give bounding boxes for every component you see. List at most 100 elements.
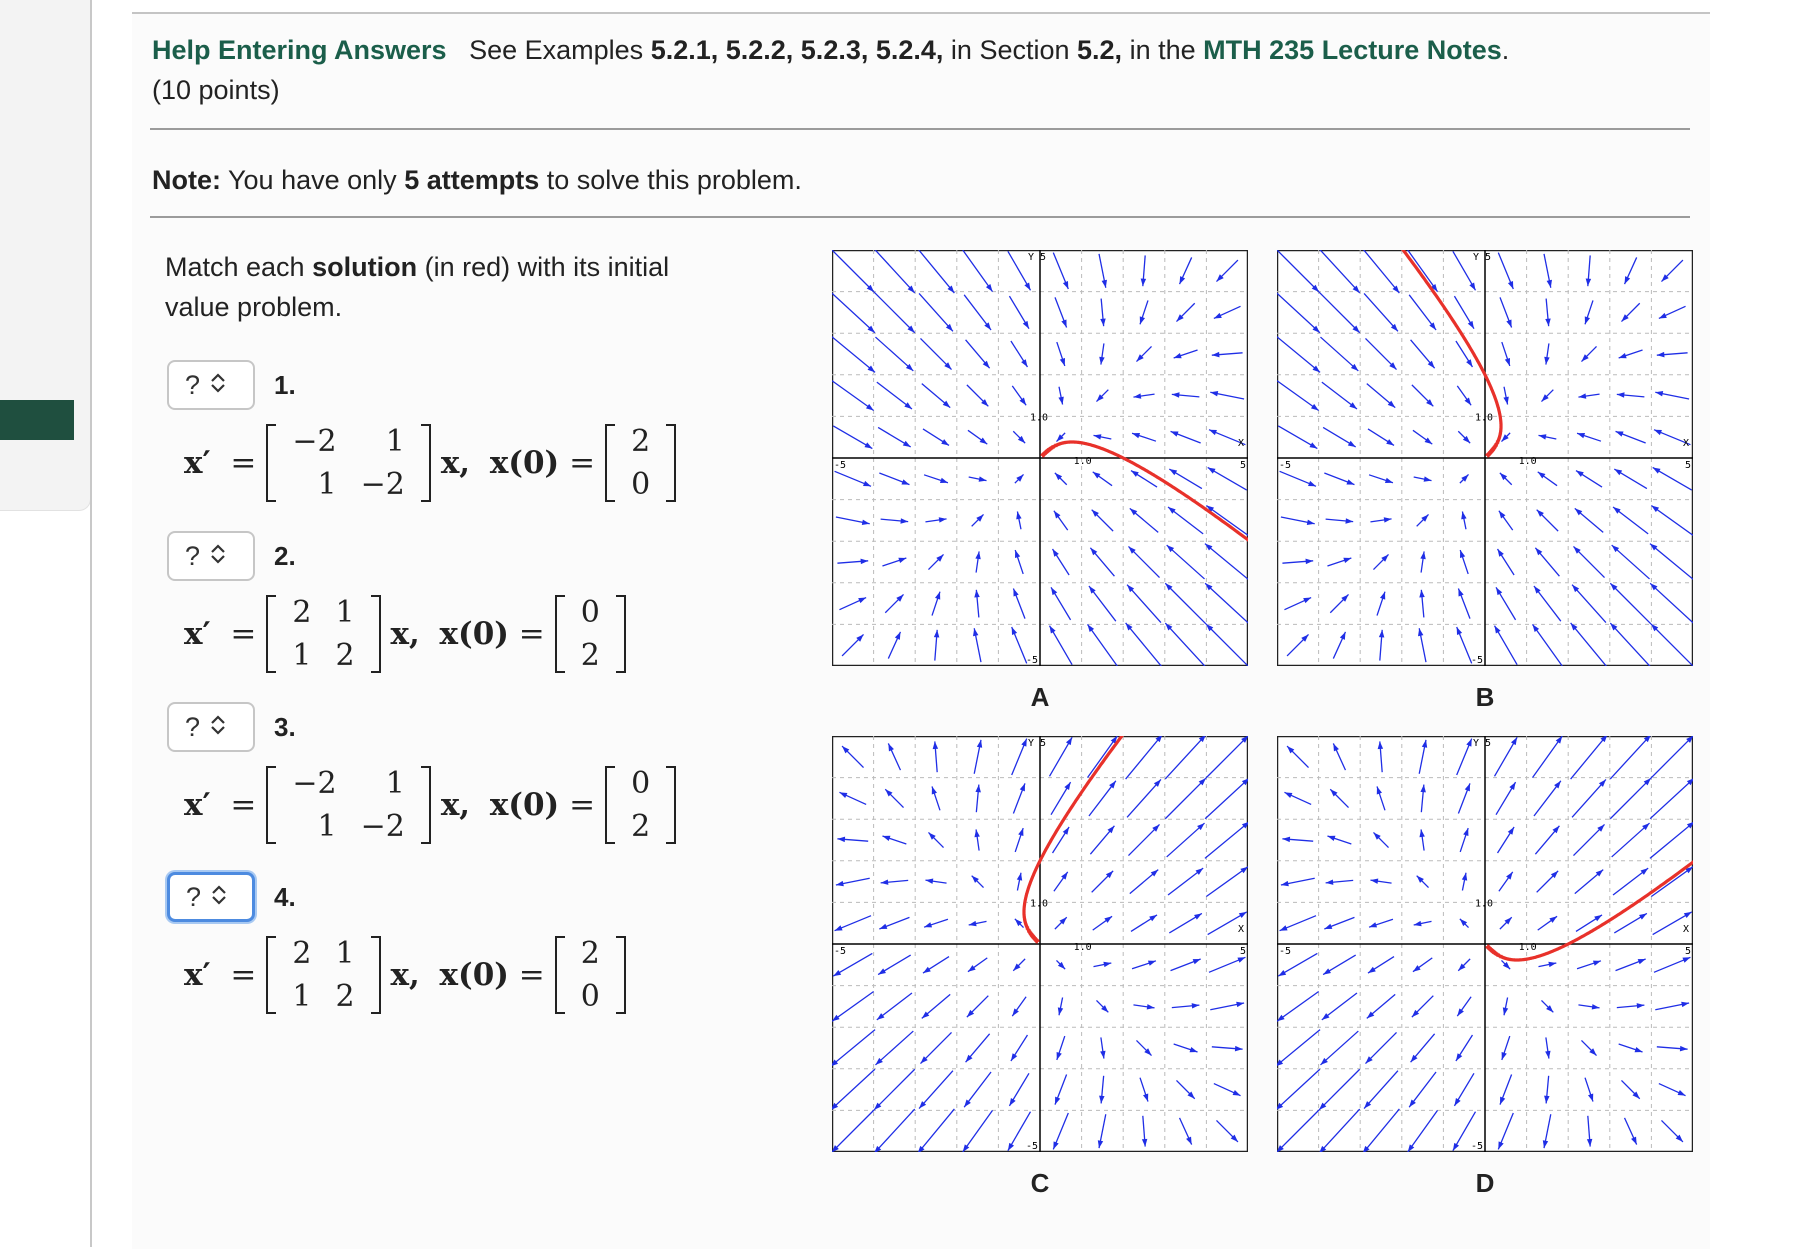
direction-arrow bbox=[1320, 336, 1359, 372]
arrowhead bbox=[1507, 826, 1515, 835]
x-at-zero: x(0) bbox=[489, 445, 560, 481]
arrowhead bbox=[1341, 594, 1349, 602]
arrowhead bbox=[1308, 480, 1317, 487]
arrowhead bbox=[902, 440, 911, 447]
arrowhead bbox=[1149, 914, 1158, 922]
arrowhead bbox=[1107, 825, 1115, 834]
arrowhead bbox=[1241, 735, 1249, 743]
arrowhead bbox=[1323, 968, 1331, 975]
direction-arrow bbox=[1609, 777, 1652, 820]
question-number: 1. bbox=[274, 370, 296, 400]
direction-arrow bbox=[1650, 504, 1694, 536]
arrowhead bbox=[866, 284, 875, 293]
arrowhead bbox=[1140, 278, 1147, 287]
arrowhead bbox=[1416, 875, 1424, 883]
answer-select-1[interactable]: ? bbox=[167, 360, 255, 410]
vector-cell: 0 bbox=[631, 766, 651, 801]
arrowhead bbox=[962, 1144, 970, 1153]
arrowhead bbox=[1509, 782, 1516, 790]
arrowhead bbox=[1049, 625, 1056, 634]
arrowhead bbox=[1459, 550, 1466, 559]
arrowhead bbox=[922, 966, 931, 974]
arrowhead bbox=[1549, 916, 1558, 923]
direction-arrow bbox=[1362, 1108, 1400, 1154]
arrowhead bbox=[1597, 824, 1605, 832]
x-axis-label: X bbox=[1238, 438, 1244, 449]
x-max-label: 5 bbox=[1240, 460, 1246, 471]
direction-arrow bbox=[1452, 250, 1477, 291]
arrowhead bbox=[1013, 963, 1021, 971]
direction-arrow bbox=[1276, 1109, 1320, 1153]
arrowhead bbox=[1169, 469, 1178, 476]
arrowhead bbox=[1686, 735, 1694, 743]
direction-arrow bbox=[1276, 990, 1320, 1022]
direction-arrow bbox=[1164, 622, 1207, 668]
arrowhead bbox=[1090, 547, 1098, 556]
arrowhead bbox=[1062, 826, 1070, 835]
problem-header: Help Entering Answers See Examples 5.2.1… bbox=[152, 31, 1509, 69]
arrowhead bbox=[984, 322, 992, 330]
direction-arrow bbox=[832, 952, 873, 977]
arrowhead bbox=[1096, 394, 1104, 402]
direction-arrow bbox=[917, 1108, 955, 1154]
arrowhead bbox=[1424, 437, 1433, 445]
arrowhead bbox=[1632, 1091, 1640, 1099]
arrowhead bbox=[1058, 396, 1064, 405]
x-vector: x, bbox=[440, 445, 471, 481]
arrowhead bbox=[1350, 363, 1359, 371]
arrowhead bbox=[1019, 397, 1027, 406]
arrowhead bbox=[1275, 1059, 1284, 1067]
direction-arrow bbox=[1452, 1111, 1477, 1152]
lecture-notes-link[interactable]: MTH 235 Lecture Notes bbox=[1203, 35, 1502, 65]
arrowhead bbox=[1016, 872, 1023, 881]
arrowhead bbox=[1232, 1090, 1241, 1096]
arrowhead bbox=[1204, 543, 1213, 551]
arrowhead bbox=[894, 631, 901, 640]
direction-arrow bbox=[1204, 821, 1250, 859]
arrowhead bbox=[1600, 734, 1608, 743]
arrowhead bbox=[1150, 869, 1159, 877]
arrowhead bbox=[1345, 518, 1354, 524]
help-entering-answers-link[interactable]: Help Entering Answers bbox=[152, 35, 447, 65]
arrowhead bbox=[874, 1102, 882, 1110]
x-prime: x′ bbox=[184, 787, 211, 823]
arrowhead bbox=[1191, 1003, 1200, 1009]
matrix-cell: −2 bbox=[360, 467, 405, 502]
arrowhead bbox=[1421, 514, 1429, 522]
plot-label: C bbox=[1030, 1168, 1050, 1198]
arrowhead bbox=[1101, 1005, 1109, 1013]
arrowhead bbox=[1533, 586, 1541, 594]
direction-arrow bbox=[1166, 544, 1205, 580]
arrowhead bbox=[974, 589, 980, 598]
points-text: (10 points) bbox=[152, 75, 280, 105]
arrowhead bbox=[1591, 1004, 1600, 1010]
arrowhead bbox=[1681, 1001, 1690, 1008]
arrowhead bbox=[875, 1057, 883, 1065]
answer-select-2[interactable]: ? bbox=[167, 531, 255, 581]
arrowhead bbox=[1139, 316, 1145, 325]
arrowhead bbox=[1546, 279, 1552, 288]
y-max-label: Y 5 bbox=[1028, 252, 1046, 263]
question-number: 3. bbox=[274, 712, 296, 742]
sidebar-tab[interactable] bbox=[0, 400, 74, 440]
arrowhead bbox=[1467, 320, 1474, 329]
arrowhead bbox=[876, 1013, 885, 1020]
arrowhead bbox=[1464, 783, 1470, 792]
answer-select-3[interactable]: ? bbox=[167, 702, 255, 752]
arrowhead bbox=[1378, 629, 1385, 638]
matrix-cell: 1 bbox=[317, 467, 337, 502]
direction-arrow bbox=[873, 1068, 916, 1111]
arrowhead bbox=[904, 402, 912, 410]
arrowhead bbox=[1621, 314, 1629, 322]
select-value: ? bbox=[186, 881, 202, 912]
direction-field-plot-a: Y 5 -5 -5 5 X 1.0 1.0 bbox=[830, 248, 1290, 668]
direction-arrow bbox=[875, 1030, 914, 1066]
equals-sign: = bbox=[569, 787, 596, 823]
x-axis-label: X bbox=[1683, 924, 1689, 935]
answer-select-4[interactable]: ? bbox=[167, 872, 255, 922]
direction-arrow bbox=[1048, 625, 1073, 666]
arrowhead bbox=[831, 1014, 840, 1022]
direction-arrow bbox=[1275, 1029, 1321, 1067]
arrowhead bbox=[1022, 320, 1029, 329]
arrowhead bbox=[1501, 434, 1509, 442]
